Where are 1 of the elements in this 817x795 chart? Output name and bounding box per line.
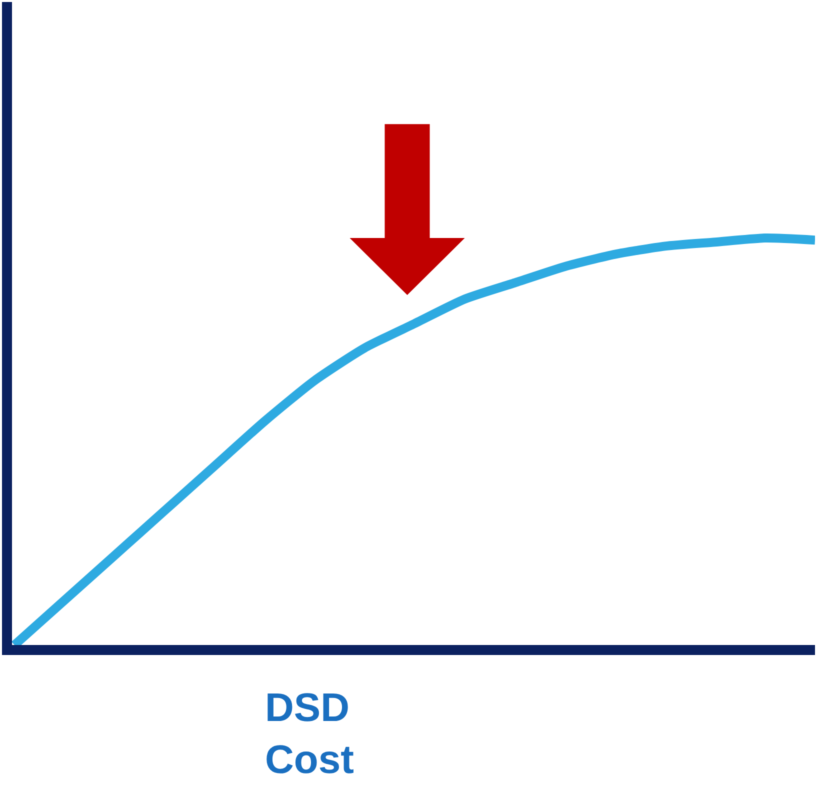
x-axis-title: DSD Cost	[265, 686, 354, 782]
